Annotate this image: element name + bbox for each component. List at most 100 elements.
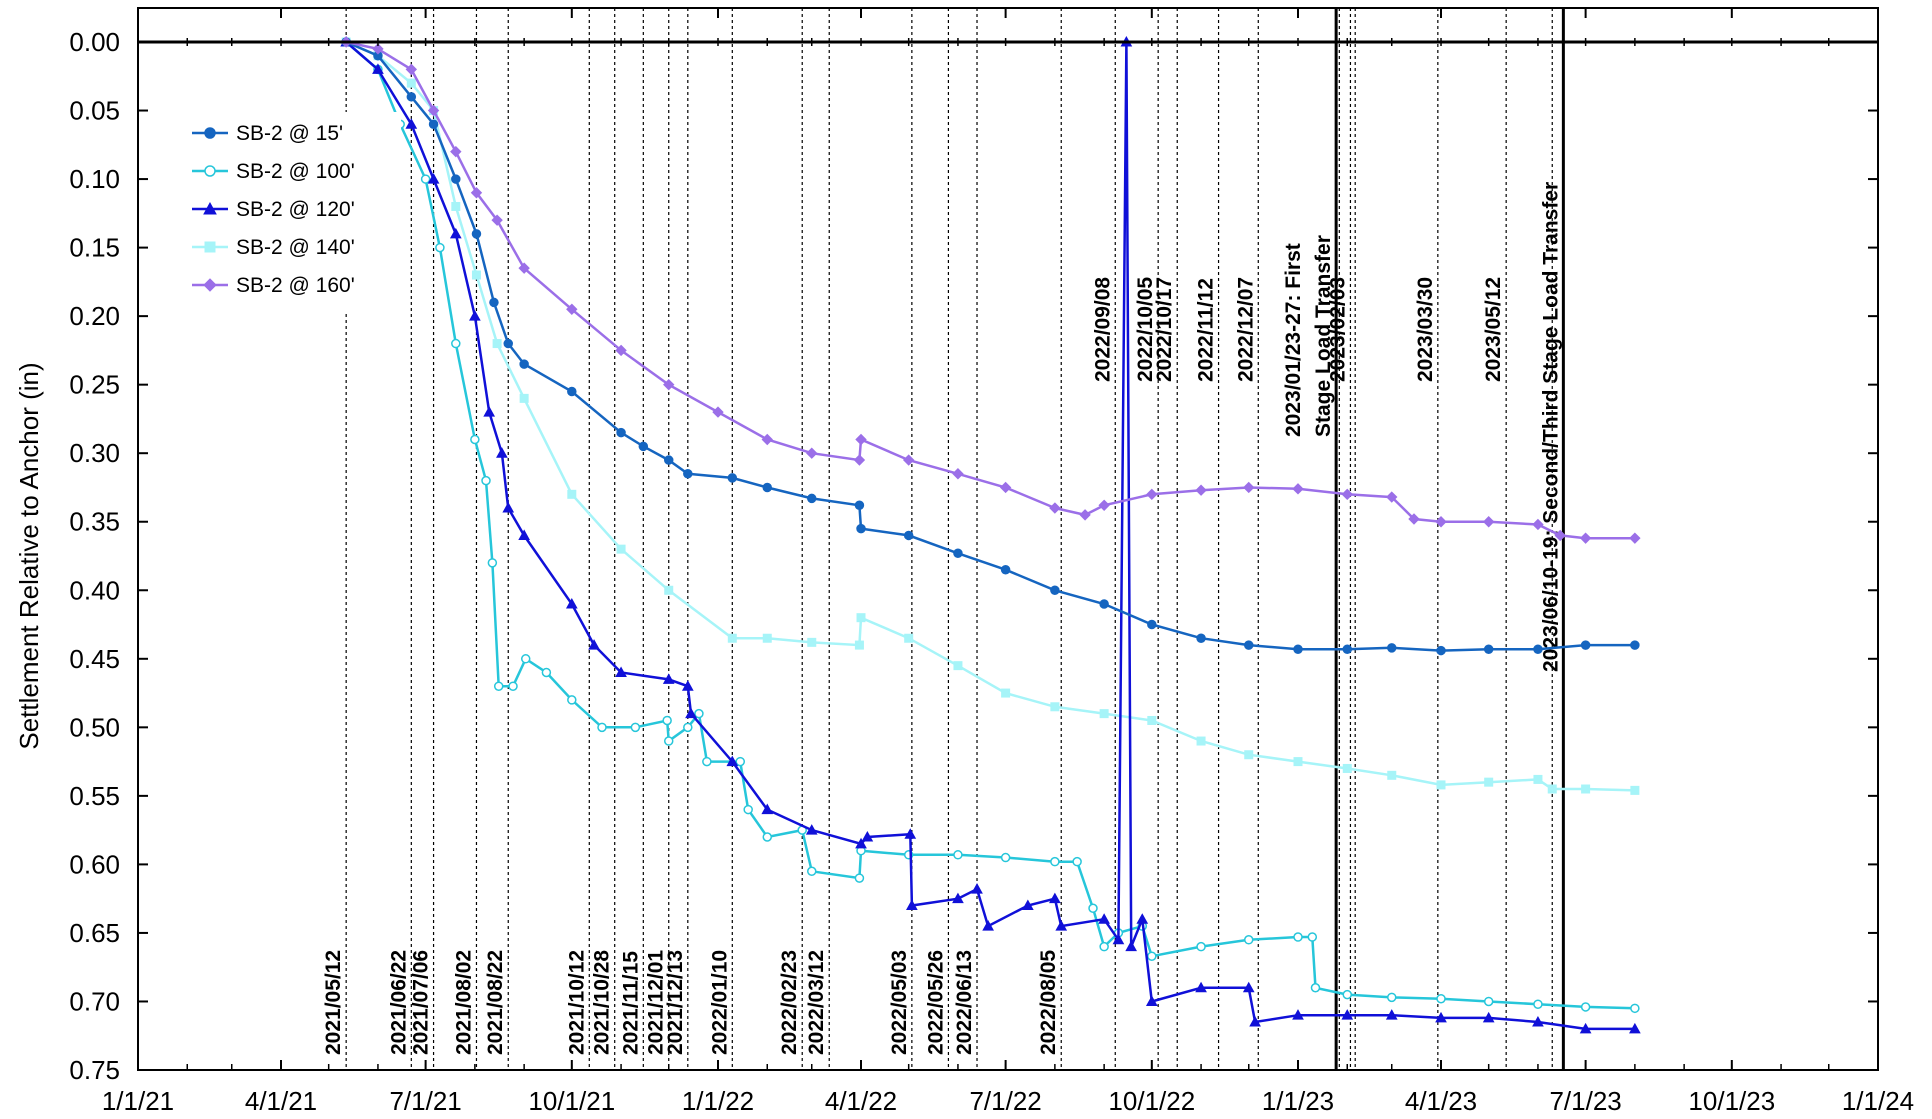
- data-point: [1292, 483, 1304, 495]
- data-point: [903, 530, 914, 541]
- data-point: [856, 613, 866, 623]
- data-point: [630, 722, 641, 733]
- data-point: [1098, 499, 1110, 511]
- data-point: [853, 454, 866, 466]
- legend: SB-2 @ 15' SB-2 @ 100' SB-2 @ 120' SB-2 @ 1…: [186, 112, 401, 312]
- data-point: [1072, 856, 1082, 867]
- data-point: [952, 892, 964, 904]
- data-point: [1195, 981, 1207, 993]
- data-point: [372, 43, 384, 55]
- x-tick-label: 4/1/21: [245, 1086, 317, 1116]
- data-point: [615, 666, 627, 678]
- data-point: [906, 899, 918, 911]
- series-sb-2-120-: [340, 35, 1641, 1034]
- data-point: [982, 920, 994, 931]
- legend-label: SB-2 @ 15': [236, 122, 343, 145]
- x-tick-label: 4/1/22: [825, 1086, 897, 1116]
- x-tick-label: 1/1/21: [102, 1086, 174, 1116]
- data-point: [565, 597, 578, 609]
- data-point: [471, 229, 482, 239]
- data-point: [519, 393, 529, 403]
- data-point: [1050, 702, 1060, 712]
- data-point: [1099, 941, 1109, 952]
- data-point: [1342, 763, 1352, 773]
- event-label: 2021/05/12: [322, 950, 345, 1055]
- data-point: [1055, 920, 1068, 931]
- data-point: [726, 755, 739, 767]
- data-point: [1050, 585, 1060, 596]
- data-point: [489, 297, 499, 308]
- data-point: [663, 378, 675, 391]
- data-point: [1579, 532, 1592, 544]
- data-point: [1112, 933, 1125, 945]
- data-point: [1136, 913, 1149, 924]
- event-label: 2022/11/12: [1195, 278, 1218, 382]
- data-point: [727, 473, 738, 483]
- data-point: [1579, 1022, 1592, 1034]
- data-point: [470, 187, 483, 199]
- data-point: [508, 681, 518, 691]
- data-point: [807, 866, 817, 877]
- data-point: [567, 489, 577, 499]
- data-point: [1147, 619, 1157, 630]
- data-point: [681, 680, 694, 691]
- data-point: [487, 558, 498, 568]
- event-label: 2021/11/15: [619, 951, 642, 1055]
- y-tick-label: 0.75: [69, 1055, 120, 1085]
- y-tick-label: 0.70: [69, 986, 120, 1016]
- event-label: 2023/05/12: [1482, 277, 1505, 382]
- data-point: [451, 174, 461, 184]
- data-point: [1022, 899, 1034, 911]
- data-point: [861, 830, 874, 842]
- data-point: [664, 585, 674, 595]
- data-point: [1483, 644, 1494, 654]
- x-tick-label: 1/1/24: [1842, 1086, 1914, 1116]
- x-tick-label: 1/1/23: [1262, 1086, 1334, 1116]
- axis-ticks: 0.00 0.05 0.10 0.15 0.20 0.25 0.30 0.35 0.40 0.45…: [69, 8, 1914, 1116]
- y-tick-label: 0.55: [69, 781, 120, 811]
- y-tick-label: 0.20: [69, 301, 120, 331]
- data-point: [566, 303, 578, 315]
- data-point: [854, 873, 865, 883]
- data-point: [541, 667, 552, 678]
- data-point: [428, 119, 439, 129]
- data-point: [735, 756, 745, 767]
- data-point: [567, 386, 577, 397]
- data-point: [567, 695, 577, 705]
- data-point: [1099, 599, 1109, 609]
- event-lines: 2021/05/12 2021/06/22 2021/07/06 2021/08/02…: [322, 8, 1565, 1070]
- data-point: [1243, 640, 1254, 650]
- data-point: [662, 673, 675, 684]
- data-point: [1629, 532, 1641, 544]
- data-point: [481, 475, 491, 486]
- data-point: [1581, 784, 1591, 794]
- data-point: [1147, 951, 1157, 961]
- data-point: [805, 824, 818, 835]
- x-tick-label: 7/1/23: [1549, 1086, 1621, 1116]
- data-point: [1532, 518, 1544, 531]
- data-point: [1050, 856, 1060, 867]
- legend-entry: SB-2 @ 100': [192, 160, 355, 183]
- data-point: [450, 145, 462, 158]
- data-point: [1580, 640, 1591, 650]
- data-point: [1079, 509, 1091, 521]
- data-point: [427, 173, 440, 184]
- event-label: 2021/12/13: [664, 950, 687, 1055]
- event-label: 2022/09/08: [1091, 277, 1114, 382]
- data-point: [952, 468, 964, 480]
- event-label: 2022/08/05: [1037, 950, 1060, 1055]
- data-point: [953, 548, 963, 559]
- y-tick-label: 0.40: [69, 575, 120, 605]
- data-point: [1147, 715, 1157, 725]
- data-point: [1341, 488, 1353, 501]
- legend-entry: SB-2 @ 160': [192, 274, 355, 297]
- event-label: 2021/10/12: [565, 950, 588, 1055]
- data-point: [427, 104, 440, 117]
- data-point: [1292, 1009, 1304, 1020]
- data-point: [1533, 644, 1543, 654]
- event-label: 2022/05/03: [888, 950, 911, 1055]
- data-point: [615, 344, 627, 357]
- data-point: [1533, 999, 1543, 1009]
- data-point: [702, 756, 712, 767]
- data-point: [727, 633, 737, 643]
